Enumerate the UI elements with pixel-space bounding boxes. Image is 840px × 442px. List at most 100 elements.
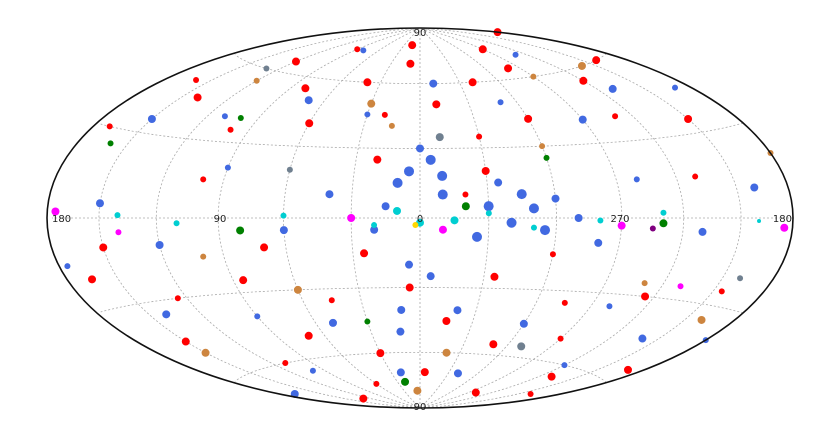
data-point (561, 362, 568, 369)
data-point (483, 201, 494, 212)
data-point (481, 166, 490, 175)
data-point (200, 253, 207, 260)
data-point (757, 219, 762, 224)
data-point (304, 331, 313, 340)
data-point (373, 380, 380, 387)
data-point (401, 377, 410, 386)
data-point (471, 388, 480, 397)
data-point (750, 183, 759, 192)
data-point (574, 214, 583, 222)
data-point (388, 122, 395, 129)
data-point (641, 292, 650, 301)
data-point (237, 115, 244, 122)
data-point (88, 275, 97, 284)
data-point (239, 276, 248, 285)
data-point (476, 133, 483, 140)
data-point (392, 177, 403, 188)
data-point (200, 176, 207, 183)
data-point (472, 231, 483, 242)
data-point (381, 111, 388, 118)
data-point (684, 115, 693, 124)
data-point (530, 73, 537, 80)
data-point (504, 64, 513, 73)
data-point (543, 154, 550, 161)
data-point (155, 241, 164, 250)
data-point (95, 199, 104, 208)
data-point (718, 288, 725, 295)
data-point (115, 229, 122, 236)
data-point (282, 360, 289, 367)
data-point (405, 283, 414, 292)
data-point (516, 189, 527, 200)
data-point (549, 251, 556, 258)
data-point (236, 226, 245, 235)
data-point (393, 206, 402, 215)
projection-boundary (46, 27, 794, 409)
data-point (174, 295, 181, 302)
data-point (404, 166, 415, 177)
data-point (494, 178, 503, 187)
data-point (649, 225, 656, 232)
data-point (99, 243, 108, 252)
data-point (354, 46, 361, 53)
data-point (347, 214, 356, 222)
data-point (453, 306, 462, 315)
data-point (659, 219, 668, 228)
longitude-tick-label: 180 (773, 214, 792, 225)
meridian-gridline (350, 27, 421, 409)
data-point (453, 369, 462, 378)
data-point (528, 203, 539, 214)
data-point (373, 155, 382, 164)
data-point (530, 224, 537, 231)
data-point (193, 93, 202, 102)
data-point (660, 209, 667, 216)
data-point (435, 133, 444, 142)
data-point (561, 299, 568, 306)
data-point (328, 297, 335, 304)
data-point (363, 78, 372, 87)
data-point (254, 313, 261, 320)
data-point (405, 260, 414, 269)
data-point (413, 386, 422, 395)
data-point (527, 391, 534, 398)
data-point (162, 310, 171, 319)
data-point (633, 176, 640, 183)
data-point (672, 84, 679, 91)
data-point (147, 115, 156, 124)
data-point (612, 113, 619, 120)
data-point (64, 263, 71, 270)
data-point (193, 76, 200, 83)
data-point (438, 225, 447, 234)
data-point (396, 368, 405, 377)
data-point (367, 99, 376, 108)
data-point (485, 210, 492, 217)
data-point (780, 223, 789, 232)
data-point (517, 342, 526, 351)
data-point (360, 249, 369, 258)
data-point (376, 349, 385, 358)
data-point (594, 238, 603, 247)
data-point (397, 305, 406, 314)
data-point (638, 334, 647, 343)
data-point (406, 59, 415, 68)
data-point (450, 216, 459, 225)
meridian-gridline (419, 27, 623, 409)
data-point (359, 394, 368, 403)
data-point (221, 113, 228, 120)
data-point (597, 217, 604, 224)
parallel-gridline (234, 53, 607, 85)
data-point (253, 77, 260, 84)
data-point (462, 191, 469, 198)
data-point (437, 189, 448, 200)
longitude-tick-label: 90 (214, 214, 227, 225)
data-point (540, 225, 551, 236)
data-point (328, 318, 337, 327)
data-point (420, 368, 429, 377)
data-point (692, 173, 699, 180)
data-point (293, 285, 302, 294)
data-point (577, 61, 586, 70)
longitude-tick-label: 270 (610, 214, 629, 225)
data-point (468, 78, 477, 87)
data-point (280, 212, 287, 219)
